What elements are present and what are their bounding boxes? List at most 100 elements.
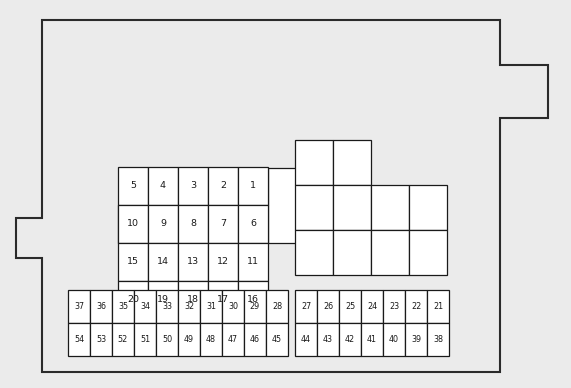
Bar bbox=[238, 281, 268, 319]
Bar bbox=[148, 205, 178, 243]
Bar bbox=[268, 168, 298, 243]
Text: 21: 21 bbox=[433, 302, 443, 311]
Bar bbox=[148, 167, 178, 205]
Text: 4: 4 bbox=[160, 182, 166, 191]
Polygon shape bbox=[16, 20, 548, 372]
Text: 45: 45 bbox=[272, 335, 282, 344]
Bar bbox=[222, 323, 244, 356]
Bar bbox=[208, 167, 238, 205]
Text: 8: 8 bbox=[190, 220, 196, 229]
Bar bbox=[118, 167, 148, 205]
Text: 42: 42 bbox=[345, 335, 355, 344]
Text: 46: 46 bbox=[250, 335, 260, 344]
Bar bbox=[200, 290, 222, 323]
Text: 9: 9 bbox=[160, 220, 166, 229]
Bar bbox=[208, 281, 238, 319]
Bar bbox=[118, 205, 148, 243]
Text: 30: 30 bbox=[228, 302, 238, 311]
Text: 7: 7 bbox=[220, 220, 226, 229]
Text: 6: 6 bbox=[250, 220, 256, 229]
Text: 54: 54 bbox=[74, 335, 84, 344]
Text: 20: 20 bbox=[127, 296, 139, 305]
Bar bbox=[200, 323, 222, 356]
Text: 25: 25 bbox=[345, 302, 355, 311]
Text: 41: 41 bbox=[367, 335, 377, 344]
Text: 51: 51 bbox=[140, 335, 150, 344]
Text: 17: 17 bbox=[217, 296, 229, 305]
Bar bbox=[339, 290, 361, 323]
Text: 26: 26 bbox=[323, 302, 333, 311]
Bar bbox=[339, 323, 361, 356]
Bar bbox=[178, 290, 200, 323]
Bar bbox=[178, 205, 208, 243]
Text: 3: 3 bbox=[190, 182, 196, 191]
Bar bbox=[208, 205, 238, 243]
Bar bbox=[333, 140, 371, 185]
Text: 11: 11 bbox=[247, 258, 259, 267]
Bar bbox=[427, 323, 449, 356]
Bar bbox=[405, 323, 427, 356]
Bar bbox=[244, 290, 266, 323]
Bar bbox=[238, 167, 268, 205]
Bar bbox=[295, 230, 333, 275]
Text: 39: 39 bbox=[411, 335, 421, 344]
Text: 23: 23 bbox=[389, 302, 399, 311]
Text: 14: 14 bbox=[157, 258, 169, 267]
Bar bbox=[295, 323, 317, 356]
Text: 15: 15 bbox=[127, 258, 139, 267]
Bar bbox=[371, 185, 409, 230]
Text: 47: 47 bbox=[228, 335, 238, 344]
Bar bbox=[295, 140, 333, 185]
Bar bbox=[405, 290, 427, 323]
Bar bbox=[427, 290, 449, 323]
Text: 44: 44 bbox=[301, 335, 311, 344]
Bar bbox=[68, 290, 90, 323]
Text: 5: 5 bbox=[130, 182, 136, 191]
Bar bbox=[178, 205, 208, 243]
Text: 16: 16 bbox=[247, 296, 259, 305]
Bar bbox=[112, 290, 134, 323]
Text: 33: 33 bbox=[162, 302, 172, 311]
Bar bbox=[317, 323, 339, 356]
Text: 2: 2 bbox=[220, 182, 226, 191]
Bar bbox=[266, 290, 288, 323]
Text: 38: 38 bbox=[433, 335, 443, 344]
Bar bbox=[118, 243, 148, 281]
Text: 29: 29 bbox=[250, 302, 260, 311]
Bar bbox=[90, 290, 112, 323]
Text: 10: 10 bbox=[127, 220, 139, 229]
Bar bbox=[134, 323, 156, 356]
Bar bbox=[178, 243, 208, 281]
Text: 19: 19 bbox=[157, 296, 169, 305]
Text: 53: 53 bbox=[96, 335, 106, 344]
Bar bbox=[156, 323, 178, 356]
Bar bbox=[409, 230, 447, 275]
Text: 52: 52 bbox=[118, 335, 128, 344]
Bar bbox=[238, 205, 268, 243]
Bar bbox=[156, 290, 178, 323]
Bar bbox=[333, 185, 371, 230]
Bar bbox=[295, 290, 317, 323]
Bar bbox=[148, 243, 178, 281]
Text: 13: 13 bbox=[187, 258, 199, 267]
Bar bbox=[178, 323, 200, 356]
Bar bbox=[244, 323, 266, 356]
Text: 31: 31 bbox=[206, 302, 216, 311]
Text: 32: 32 bbox=[184, 302, 194, 311]
Text: 28: 28 bbox=[272, 302, 282, 311]
Bar bbox=[371, 230, 409, 275]
Text: 22: 22 bbox=[411, 302, 421, 311]
Text: 34: 34 bbox=[140, 302, 150, 311]
Bar bbox=[148, 205, 178, 243]
Bar bbox=[90, 323, 112, 356]
Bar bbox=[317, 290, 339, 323]
Text: 50: 50 bbox=[162, 335, 172, 344]
Bar bbox=[118, 205, 148, 243]
Bar bbox=[148, 281, 178, 319]
Bar bbox=[134, 290, 156, 323]
Text: 35: 35 bbox=[118, 302, 128, 311]
Bar bbox=[178, 281, 208, 319]
Bar bbox=[222, 290, 244, 323]
Bar bbox=[208, 243, 238, 281]
Bar bbox=[361, 290, 383, 323]
